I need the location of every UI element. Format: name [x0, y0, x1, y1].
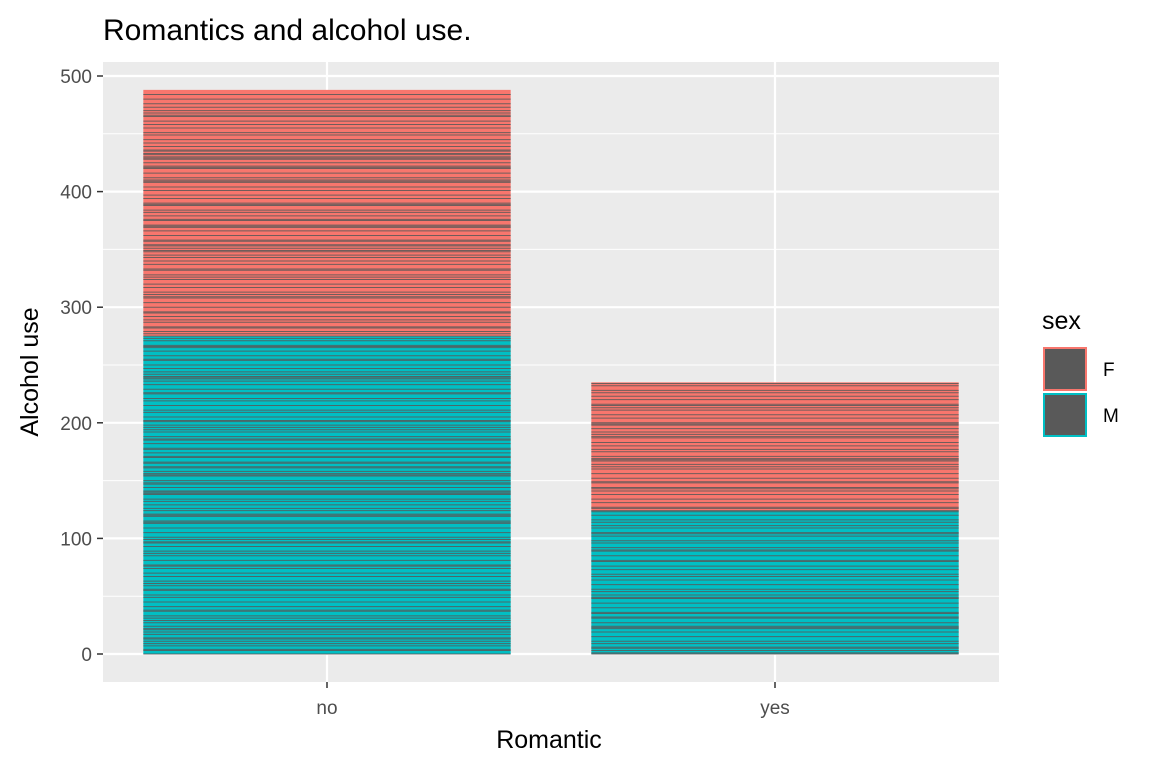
y-tick-label: 500 — [60, 67, 92, 88]
segment-lines-M-no — [143, 337, 511, 655]
y-tick-label: 100 — [60, 529, 92, 550]
y-tick-label: 0 — [81, 645, 92, 666]
bar-segment-F-yes — [591, 382, 959, 511]
segment-lines-F-yes — [591, 382, 959, 512]
segment-lines-M-yes — [591, 511, 959, 655]
y-tick-label: 200 — [60, 414, 92, 435]
x-tick-label: no — [316, 698, 337, 719]
legend-label-F: F — [1103, 360, 1115, 381]
segment-lines-F-no — [143, 93, 511, 337]
legend-label-M: M — [1103, 406, 1119, 427]
legend-title: sex — [1042, 307, 1081, 335]
y-tick-label: 300 — [60, 298, 92, 319]
legend-key-M — [1043, 393, 1087, 437]
y-axis: 0 100 200 300 400 500 — [60, 67, 103, 666]
legend: sex F M — [1042, 307, 1119, 437]
bars — [143, 89, 959, 655]
legend-key-F — [1043, 347, 1087, 391]
x-axis: no yes — [316, 682, 790, 719]
y-axis-title: Alcohol use — [16, 307, 44, 436]
chart-title: Romantics and alcohol use. — [103, 14, 472, 47]
bar-segment-F-no — [143, 89, 511, 337]
x-axis-title: Romantic — [496, 726, 602, 754]
bar-segment-M-yes — [591, 510, 959, 654]
x-tick-label: yes — [760, 698, 790, 719]
y-tick-label: 400 — [60, 183, 92, 204]
